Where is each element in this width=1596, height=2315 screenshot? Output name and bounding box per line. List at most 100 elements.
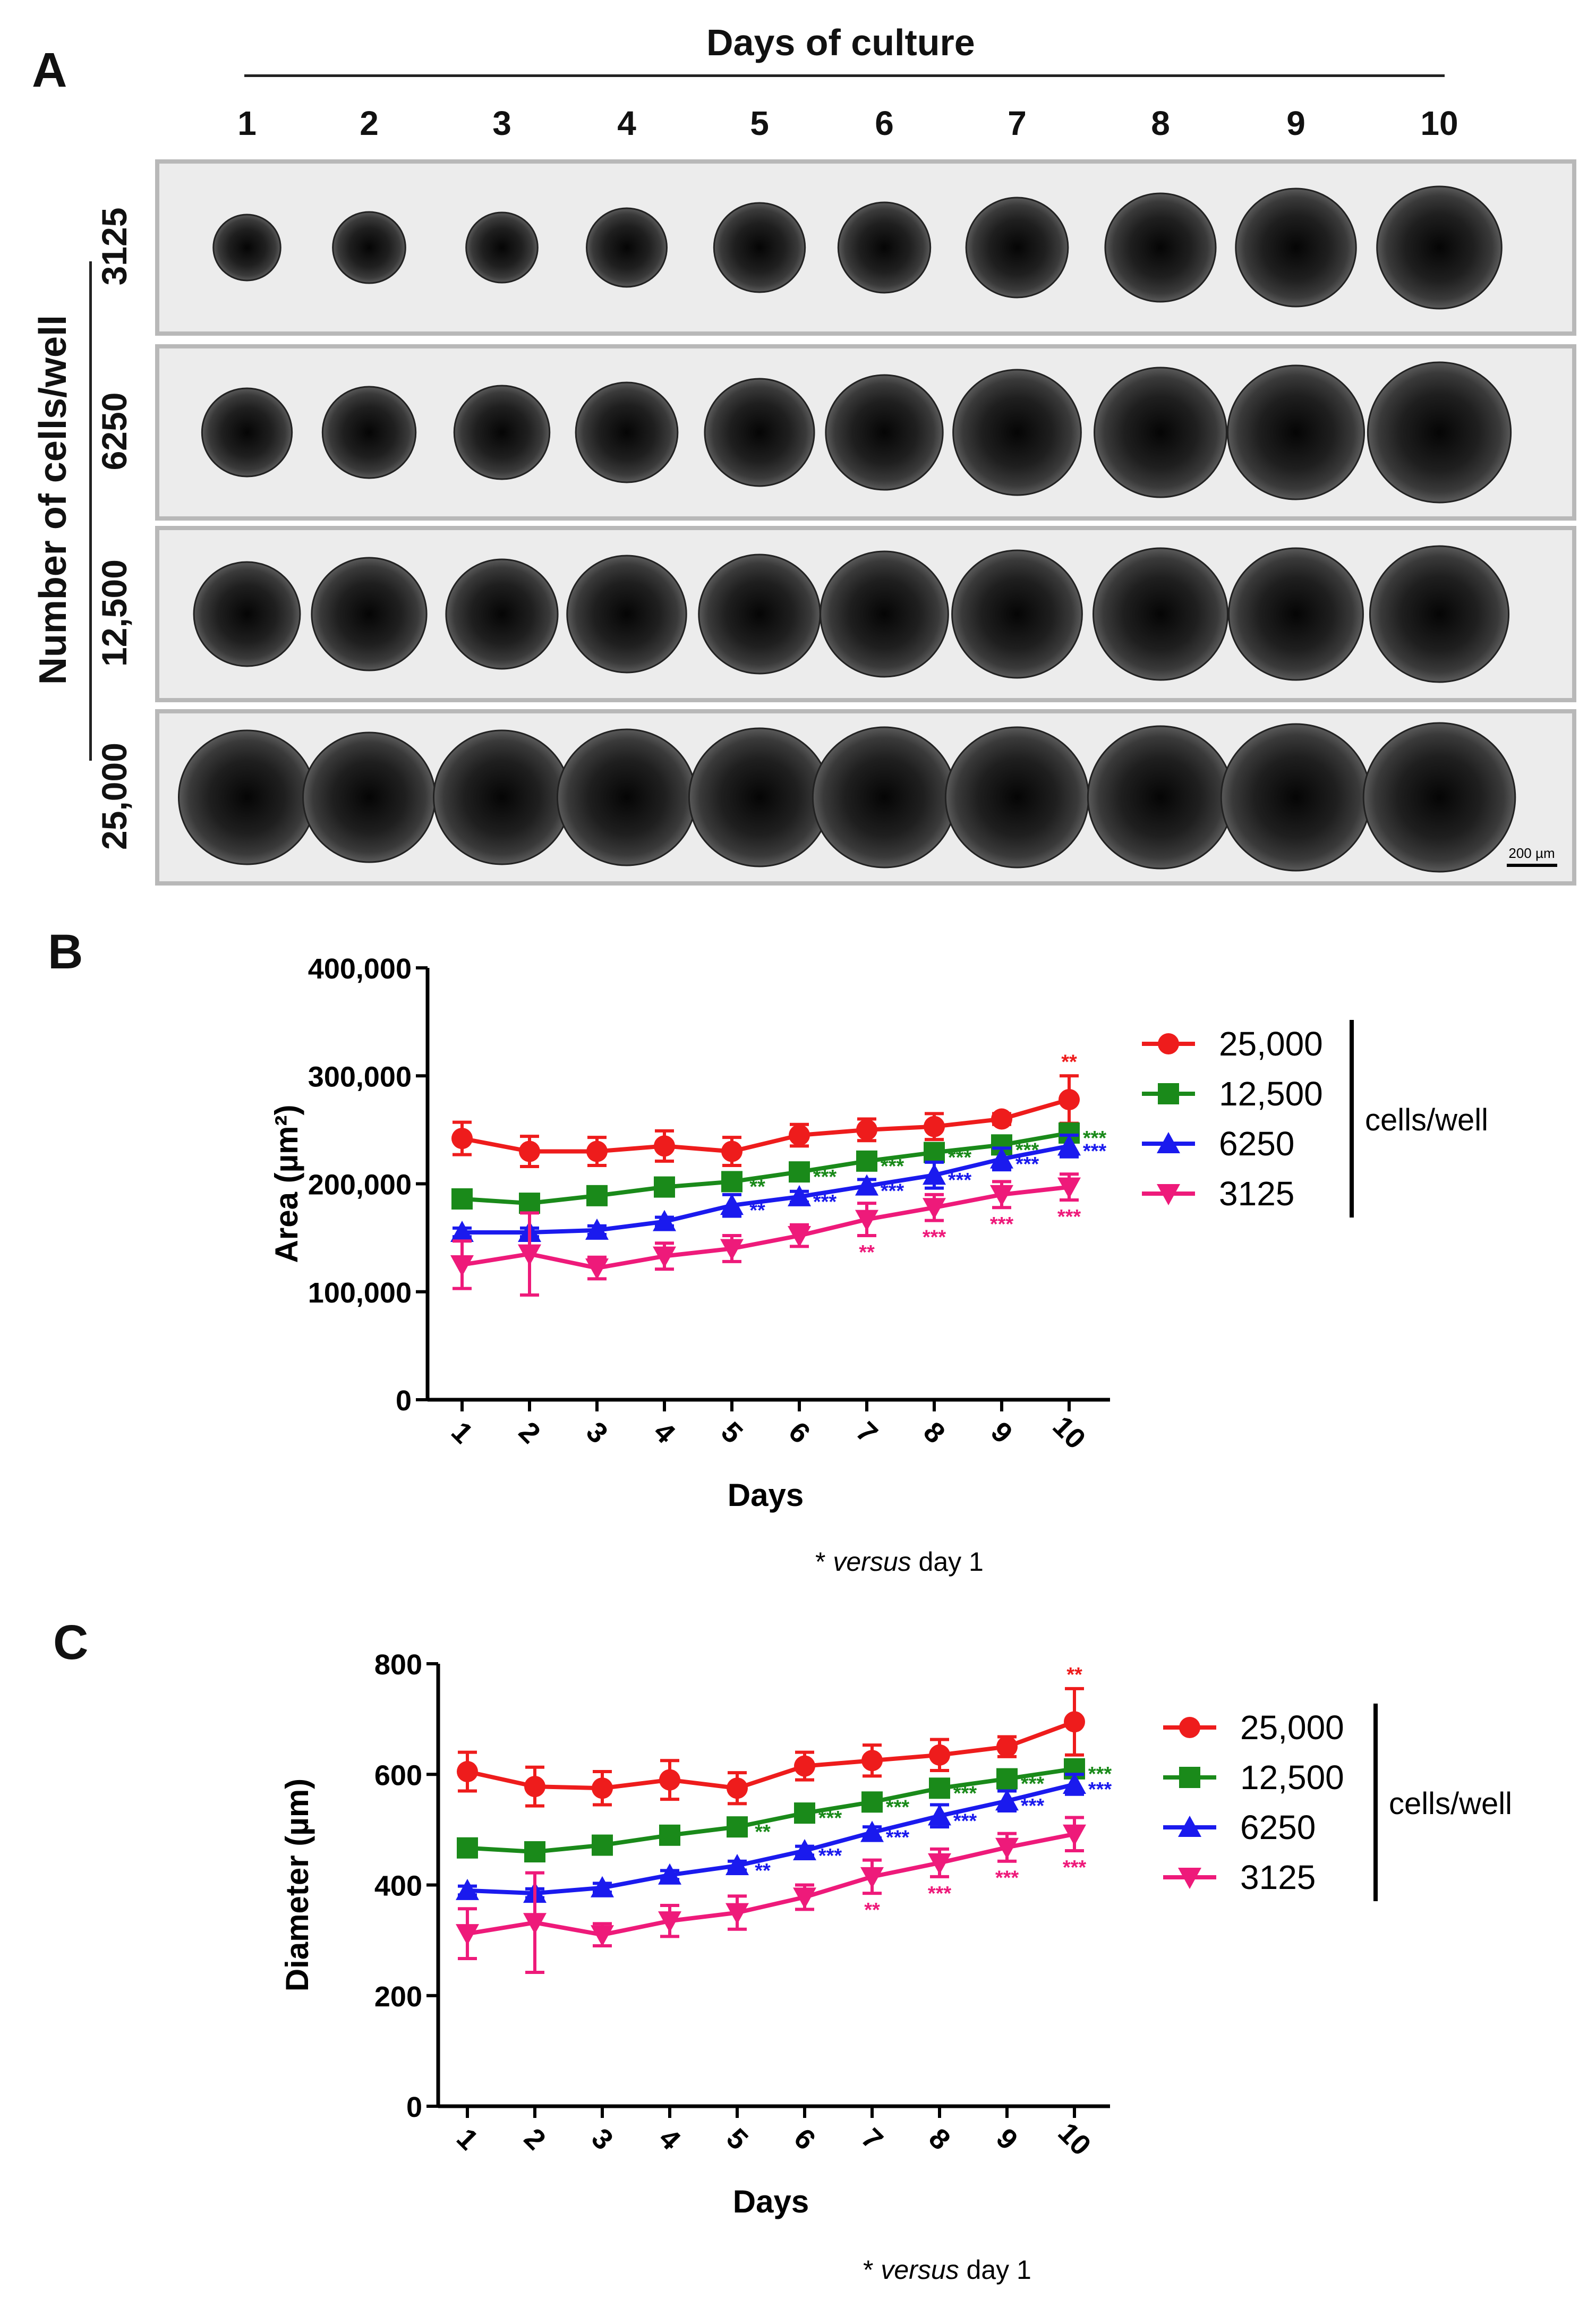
spheroid-r2-d4 [575,381,679,483]
point-25,000-day4 [654,1135,675,1157]
series-line-6250 [467,1782,1075,1896]
point-6250-day9 [990,1147,1013,1169]
point-12,500-day1 [457,1837,478,1859]
significance-label: *** [881,1155,904,1178]
point-12,500-day4 [659,1824,680,1846]
spheroid-r1-d10 [1376,185,1503,310]
point-3125-day9 [995,1837,1019,1859]
x-tick-label: 5 [720,2122,754,2156]
point-12,500-day6 [794,1802,815,1824]
x-axis-title: Days [728,1477,804,1513]
point-25,000-day1 [451,1128,473,1150]
x-tick-label: 9 [985,1416,1019,1450]
y-tick-label: 200 [374,1981,422,2013]
spheroid-row-svg [212,185,1503,310]
significance-label: *** [818,1807,842,1829]
legend-title: cells/well [1365,1103,1488,1137]
point-3125-day4 [653,1246,676,1268]
footnote: * versus day 1 [863,2255,1031,2285]
x-tick-label: 2 [518,2122,552,2156]
day-label-5: 5 [750,104,769,142]
legend-label-3125: 3125 [1240,1858,1316,1896]
spheroid-r1-d9 [1235,188,1357,308]
point-12,500-day9 [996,1768,1018,1790]
x-tick-label: 1 [445,1416,479,1450]
point-3125-day7 [860,1867,884,1888]
point-25,000-day1 [457,1761,478,1783]
spheroid-r2-d10 [1367,361,1512,504]
point-6250-day4 [658,1863,681,1885]
point-12,500-day5 [727,1816,748,1838]
point-3125-day4 [658,1911,681,1933]
point-25,000-day7 [856,1119,877,1141]
point-25,000-day10 [1059,1088,1080,1110]
day-label-10: 10 [1420,104,1458,142]
panel-b-letter: B [48,925,83,979]
spheroid-r4-d6 [812,726,957,869]
spheroid-r3-d3 [445,558,559,670]
x-tick-label: 10 [1052,2117,1097,2162]
point-12,500-day2 [519,1193,540,1214]
point-3125-day10 [1057,1177,1081,1199]
spheroid-r1-d2 [332,211,406,284]
point-25,000-day8 [929,1744,950,1766]
spheroid-r2-d7 [952,369,1082,496]
x-tick-label: 8 [923,2122,957,2156]
significance-label: *** [953,1810,977,1832]
spheroid-r1-d7 [965,197,1069,299]
point-3125-day1 [456,1924,479,1946]
spheroid-r2-d1 [201,387,293,478]
legend-label-3125: 3125 [1219,1174,1294,1213]
spheroid-row-svg [201,361,1512,504]
spheroid-r3-d9 [1228,547,1364,681]
spheroid-r4-d7 [944,726,1090,869]
point-25,000-day6 [794,1755,815,1777]
significance-label: *** [1088,1778,1112,1801]
point-3125-day5 [726,1903,749,1925]
series-line-3125 [462,1185,1070,1271]
point-25,000-day3 [586,1141,608,1162]
y-axis-title: Diameter (µm) [279,1778,315,1991]
day-label-7: 7 [1008,104,1027,142]
point-6250-day6 [788,1185,811,1206]
row-label-6250: 6250 [95,392,134,471]
significance-label: *** [953,1782,977,1805]
point-12,500-day7 [861,1791,883,1813]
point-6250-day10 [1057,1134,1081,1156]
days-header-line [244,74,1445,77]
spheroid-r2-d5 [704,378,815,487]
point-3125-day8 [923,1198,946,1220]
legend-label-25,000: 25,000 [1240,1708,1344,1747]
point-12,500-day8 [924,1142,945,1163]
series-line-12,500 [467,1766,1075,1854]
significance-label: ** [755,1821,771,1843]
y-tick-label: 400,000 [308,953,412,985]
significance-label: *** [928,1883,952,1905]
day-label-3: 3 [492,104,511,142]
significance-label: *** [886,1827,910,1849]
spheroid-r3-d1 [193,561,301,667]
point-6250-day10 [1063,1772,1086,1794]
point-6250-day8 [928,1804,951,1826]
significance-label: *** [990,1213,1014,1236]
x-tick-label: 9 [990,2122,1024,2156]
significance-label: *** [1088,1763,1112,1785]
spheroid-r4-d10 [1362,722,1516,873]
x-tick-label: 2 [513,1416,547,1450]
point-12,500-day4 [654,1176,675,1198]
row-label-3125: 3125 [95,207,134,286]
spheroid-r1-d4 [586,207,668,288]
point-6250-day9 [995,1789,1019,1811]
y-tick-label: 0 [406,2091,422,2123]
series-line-12,500 [462,1131,1070,1206]
significance-label: *** [1063,1857,1087,1879]
point-3125-day6 [793,1887,816,1909]
spheroid-row-svg: 200 µm [177,722,1557,873]
significance-label: *** [1083,1140,1107,1162]
y-tick-label: 100,000 [308,1277,412,1309]
y-title-line [89,261,92,761]
spheroid-r1-d5 [713,202,806,293]
point-6250-day1 [456,1878,479,1900]
y-tick-label: 200,000 [308,1169,412,1201]
point-25,000-day9 [996,1736,1018,1758]
